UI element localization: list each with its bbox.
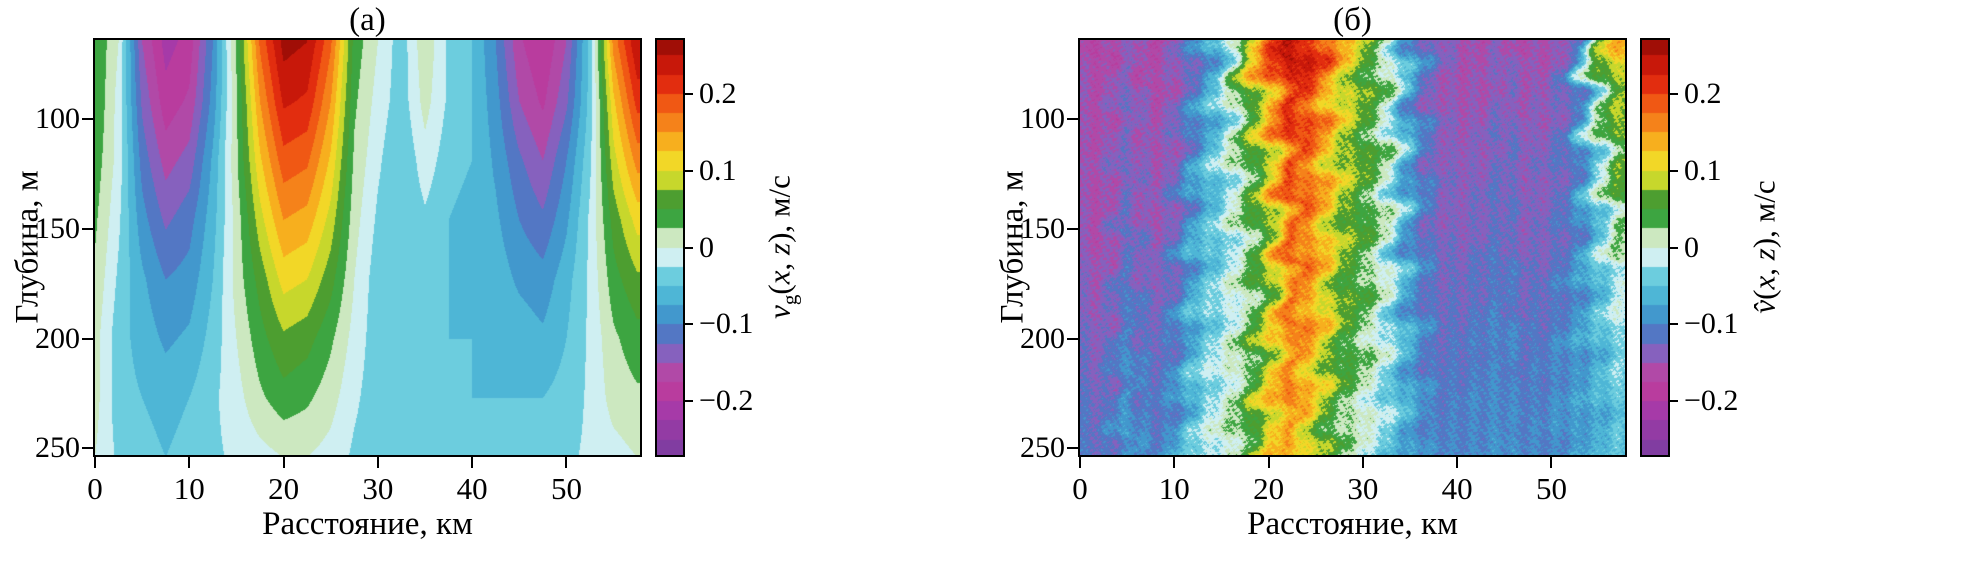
x-tick-label: 10 [173, 471, 205, 506]
x-tick-label: 0 [87, 471, 103, 506]
colorbar [1640, 38, 1670, 457]
colorbar-canvas [1642, 40, 1668, 455]
x-tick-mark [1079, 457, 1081, 468]
x-tick-mark [1361, 457, 1364, 468]
colorbar-arg-x: x [761, 270, 797, 285]
x-tick-mark [1456, 457, 1459, 468]
x-tick-label: 50 [1535, 471, 1567, 506]
y-tick-mark [1067, 447, 1078, 450]
colorbar-tick-mark [1670, 169, 1678, 172]
x-tick-mark [471, 457, 474, 468]
x-axis-label: Расстояние, км [1247, 506, 1458, 542]
y-tick-label: 100 [1020, 102, 1065, 136]
x-tick-mark [565, 457, 568, 468]
colorbar-tick-label: 0 [1684, 230, 1699, 264]
y-tick-label: 200 [1020, 321, 1065, 355]
x-tick-label: 0 [1072, 471, 1088, 506]
y-tick-label: 200 [35, 321, 80, 355]
panel-a: (а) Глубина, м Расстояние, км vg(x, z), … [0, 0, 984, 566]
colorbar-tick-mark [1670, 246, 1678, 249]
colorbar-paren-open: ( [761, 284, 797, 295]
colorbar-tick-mark [1670, 323, 1678, 326]
x-tick-mark [376, 457, 379, 468]
colorbar-arg-x: x [1746, 275, 1782, 290]
colorbar-tick-label: −0.2 [1684, 384, 1739, 418]
y-tick-mark [1067, 118, 1078, 121]
y-tick-mark [1067, 337, 1078, 340]
panel-title: (а) [349, 2, 386, 38]
x-tick-label: 20 [268, 471, 300, 506]
x-tick-label: 50 [550, 471, 582, 506]
heatmap-canvas [1080, 40, 1625, 455]
colorbar-tick-label: 0.2 [1684, 76, 1722, 110]
x-tick-label: 30 [1347, 471, 1379, 506]
colorbar-tick-label: −0.1 [699, 307, 754, 341]
colorbar-tick-mark [685, 92, 693, 95]
x-tick-label: 20 [1253, 471, 1285, 506]
colorbar-tick-label: −0.2 [699, 384, 754, 418]
heatmap-plot [93, 38, 642, 457]
x-tick-mark [188, 457, 191, 468]
x-axis-label: Расстояние, км [262, 506, 473, 542]
heatmap-canvas [95, 40, 640, 455]
y-tick-mark [82, 337, 93, 340]
colorbar-tick-label: −0.1 [1684, 307, 1739, 341]
colorbar-canvas [657, 40, 683, 455]
x-tick-label: 30 [362, 471, 394, 506]
panel-title: (б) [1333, 2, 1372, 38]
colorbar-var-sub: g [777, 294, 802, 306]
x-tick-label: 40 [456, 471, 488, 506]
x-tick-mark [1550, 457, 1553, 468]
colorbar-tick-label: 0.2 [699, 76, 737, 110]
y-tick-mark [82, 447, 93, 450]
x-tick-label: 40 [1441, 471, 1473, 506]
colorbar-paren-open: ( [1746, 289, 1782, 300]
y-tick-mark [1067, 227, 1078, 230]
y-tick-label: 150 [1020, 211, 1065, 245]
colorbar-tick-mark [685, 246, 693, 249]
y-axis-label: Глубина, м [9, 170, 46, 324]
y-tick-mark [82, 227, 93, 230]
colorbar-tick-mark [1670, 400, 1678, 403]
x-tick-mark [94, 457, 96, 468]
colorbar [655, 38, 685, 457]
y-axis-label: Глубина, м [994, 170, 1031, 324]
x-tick-mark [1267, 457, 1270, 468]
colorbar-tick-mark [685, 400, 693, 403]
heatmap-plot [1078, 38, 1627, 457]
colorbar-tick-label: 0.1 [1684, 153, 1722, 187]
y-tick-label: 250 [35, 431, 80, 465]
x-tick-mark [1173, 457, 1176, 468]
y-tick-label: 250 [1020, 431, 1065, 465]
y-tick-mark [82, 118, 93, 121]
x-tick-label: 10 [1158, 471, 1190, 506]
colorbar-tick-mark [685, 169, 693, 172]
x-tick-mark [282, 457, 285, 468]
y-tick-label: 100 [35, 102, 80, 136]
colorbar-tick-mark [1670, 92, 1678, 95]
panel-b: (б) Глубина, м Расстояние, км v̂(x, z), … [985, 0, 1969, 566]
colorbar-tick-mark [685, 323, 693, 326]
colorbar-tick-label: 0 [699, 230, 714, 264]
colorbar-tick-label: 0.1 [699, 153, 737, 187]
y-tick-label: 150 [35, 211, 80, 245]
